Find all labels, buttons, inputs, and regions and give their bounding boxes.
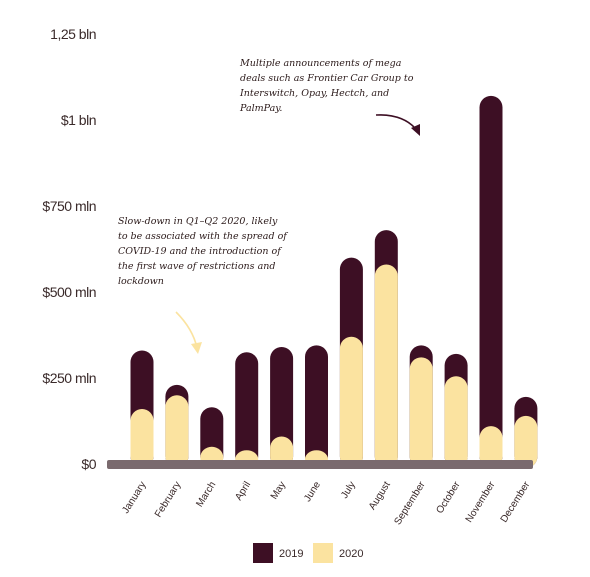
bar-2019-may	[270, 347, 294, 468]
bars	[130, 95, 538, 469]
x-tick-april: April	[233, 480, 253, 503]
x-tick-december: December	[499, 479, 533, 525]
legend: 2019 2020	[253, 543, 363, 563]
y-tick--250-mln: $250 mln	[42, 370, 96, 386]
annotation-arrow-march	[175, 311, 198, 349]
bar-2020-october	[444, 376, 468, 468]
bar-2019-november	[479, 95, 503, 469]
bar-2020-august	[374, 264, 398, 468]
baseline	[107, 460, 533, 469]
bar-2020-september	[409, 357, 433, 468]
bar-2019-april	[235, 352, 259, 468]
legend-label-2020: 2020	[339, 548, 363, 560]
annotation-arrowhead-march	[191, 342, 202, 354]
legend-label-2019: 2019	[279, 548, 303, 560]
x-tick-july: July	[339, 480, 358, 501]
x-tick-june: June	[302, 479, 323, 504]
y-tick-1-25-bln: 1,25 bln	[50, 26, 96, 42]
annotations: Multiple announcements of mega deals suc…	[118, 58, 420, 354]
x-tick-november: November	[464, 479, 498, 525]
annotation-march: Slow-down in Q1–Q2 2020, likely to be as…	[118, 216, 290, 287]
annotation-november: Multiple announcements of mega deals suc…	[239, 58, 416, 114]
x-tick-may: May	[269, 480, 288, 502]
bar-2020-january	[130, 408, 154, 468]
x-tick-january: January	[120, 480, 148, 516]
x-tick-october: October	[434, 479, 463, 516]
baseline-bar	[107, 460, 533, 469]
x-tick-august: August	[367, 480, 393, 512]
x-tick-september: September	[392, 479, 428, 527]
y-tick--500-mln: $500 mln	[42, 284, 96, 300]
x-tick-march: March	[194, 480, 218, 509]
bar-2020-july	[339, 336, 363, 468]
y-axis: $0 $250 mln $500 mln $750 mln $1 bln 1,25 bln	[42, 26, 97, 472]
bar-2020-december	[514, 415, 538, 468]
bar-2020-november	[479, 426, 503, 468]
x-axis: January February March April May June July Augu…	[120, 479, 532, 527]
y-tick--0: $0	[81, 456, 96, 472]
y-tick--750-mln: $750 mln	[42, 198, 96, 214]
legend-swatch-2019	[253, 543, 273, 563]
x-tick-february: February	[153, 480, 184, 520]
bar-2020-february	[165, 395, 189, 468]
legend-swatch-2020	[313, 543, 333, 563]
y-tick--1-bln: $1 bln	[61, 112, 96, 128]
annotation-arrow-november	[375, 114, 419, 133]
annotation-arrowhead-november	[411, 124, 420, 136]
bar-2019-june	[305, 345, 328, 468]
